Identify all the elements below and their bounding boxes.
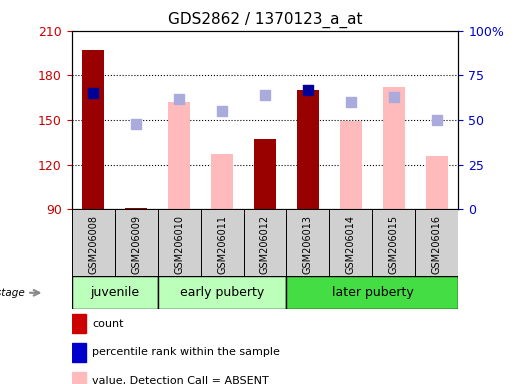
Bar	[72, 372, 86, 384]
Text: later puberty: later puberty	[332, 286, 413, 299]
Bar	[287, 276, 458, 309]
Text: development stage: development stage	[0, 288, 25, 298]
Point	[132, 121, 140, 127]
Bar	[383, 87, 405, 209]
Bar	[169, 102, 190, 209]
Text: GSM206010: GSM206010	[174, 215, 184, 274]
Bar	[340, 121, 361, 209]
Text: value, Detection Call = ABSENT: value, Detection Call = ABSENT	[92, 376, 269, 384]
Point	[175, 96, 183, 102]
Bar	[287, 209, 330, 276]
Bar	[114, 209, 157, 276]
Text: early puberty: early puberty	[180, 286, 264, 299]
Text: GSM206015: GSM206015	[389, 215, 399, 274]
Bar	[211, 154, 233, 209]
Bar	[254, 139, 276, 209]
Point	[432, 117, 441, 123]
Bar	[297, 90, 319, 209]
Title: GDS2862 / 1370123_a_at: GDS2862 / 1370123_a_at	[168, 12, 362, 28]
Text: GSM206014: GSM206014	[346, 215, 356, 274]
Bar	[416, 209, 458, 276]
Bar	[72, 209, 114, 276]
Bar	[125, 208, 147, 209]
Bar	[72, 343, 86, 362]
Point	[89, 90, 98, 96]
Bar	[330, 209, 373, 276]
Point	[304, 86, 312, 93]
Text: GSM206011: GSM206011	[217, 215, 227, 274]
Text: GSM206013: GSM206013	[303, 215, 313, 274]
Text: percentile rank within the sample: percentile rank within the sample	[92, 347, 280, 358]
Bar	[243, 209, 287, 276]
Bar	[157, 276, 287, 309]
Point	[390, 94, 398, 100]
Bar	[426, 156, 448, 209]
Text: count: count	[92, 318, 123, 329]
Bar	[82, 50, 104, 209]
Point	[218, 108, 226, 114]
Point	[261, 92, 269, 98]
Bar	[72, 276, 157, 309]
Point	[347, 99, 355, 105]
Text: juvenile: juvenile	[90, 286, 139, 299]
Text: GSM206016: GSM206016	[432, 215, 442, 274]
Bar	[200, 209, 243, 276]
Bar	[72, 314, 86, 333]
Bar	[157, 209, 200, 276]
Bar	[373, 209, 416, 276]
Text: GSM206012: GSM206012	[260, 215, 270, 274]
Text: GSM206009: GSM206009	[131, 215, 141, 274]
Text: GSM206008: GSM206008	[88, 215, 98, 274]
